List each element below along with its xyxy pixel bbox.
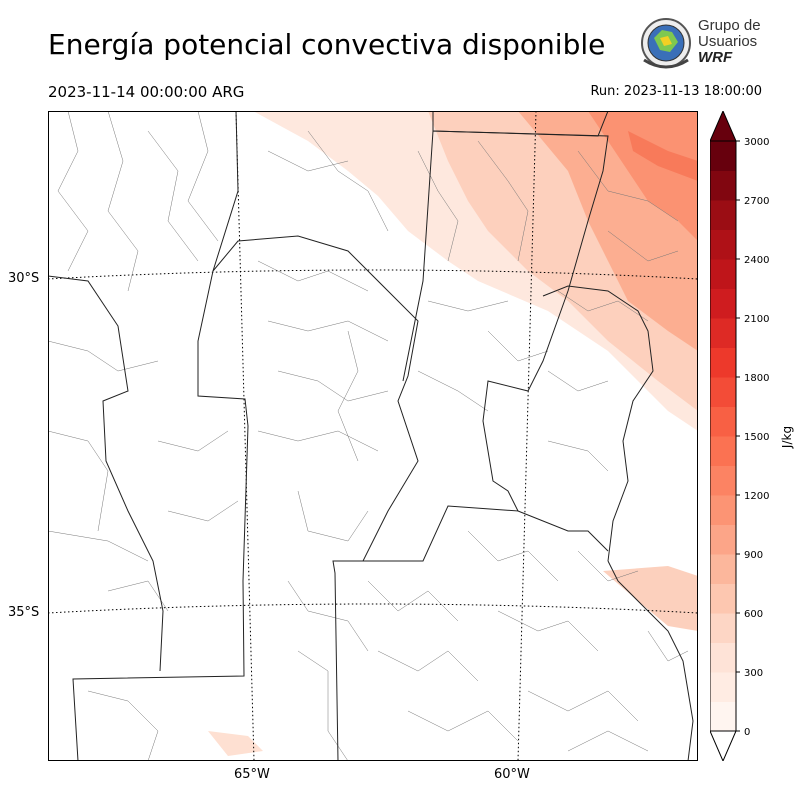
colorbar-tick-label: 1500 xyxy=(744,432,769,443)
colorbar-extend-max xyxy=(710,111,737,142)
logo-emblem-icon xyxy=(641,18,691,69)
colorbar-tick-label: 3000 xyxy=(744,137,769,148)
province-border xyxy=(48,275,164,672)
wrf-users-logo: Grupo de Usuarios WRF xyxy=(638,16,768,76)
colorbar-tick-label: 1800 xyxy=(744,373,769,384)
parallel-30s xyxy=(48,269,698,280)
logo-text: Grupo de Usuarios WRF xyxy=(698,18,761,66)
colorbar: 0 300 600 900 1200 1500 1800 2100 2400 2700 3000 xyxy=(710,111,769,761)
colorbar-segment xyxy=(710,672,736,702)
parallel-35s xyxy=(48,603,698,614)
map-frame xyxy=(48,111,698,761)
logo-line-3: WRF xyxy=(698,49,733,66)
colorbar-segment xyxy=(710,554,736,584)
colorbar-segment xyxy=(710,259,736,289)
lat-label-35s: 35°S xyxy=(8,605,40,620)
colorbar-segment xyxy=(710,465,736,496)
colorbar-segment xyxy=(710,701,736,732)
cape-level-secondary xyxy=(603,566,698,631)
colorbar-tick-label: 2100 xyxy=(744,314,769,325)
colorbar-segment xyxy=(710,200,736,230)
colorbar-segment xyxy=(710,642,736,673)
colorbar-segment xyxy=(710,524,736,555)
department-boundaries xyxy=(48,111,689,761)
province-border xyxy=(542,285,654,562)
colorbar-tick-label: 300 xyxy=(744,668,763,679)
colorbar-segment xyxy=(710,141,736,171)
coastline xyxy=(607,560,694,761)
logo-line-2: Usuarios xyxy=(698,33,758,50)
graticule xyxy=(48,111,698,761)
meridian-65w xyxy=(235,111,255,761)
colorbar-segment xyxy=(710,347,736,378)
colorbar-segment xyxy=(710,613,736,643)
colorbar-segment xyxy=(710,170,736,201)
colorbar-segment xyxy=(710,377,736,407)
cape-level-south xyxy=(208,731,263,756)
colorbar-tick-label: 600 xyxy=(744,609,763,620)
colorbar-segment xyxy=(710,436,736,466)
valid-time: 2023-11-14 00:00:00 ARG xyxy=(48,83,245,101)
lon-label-60w: 60°W xyxy=(494,767,530,782)
lon-label-65w: 65°W xyxy=(234,767,270,782)
colorbar-tick-label: 0 xyxy=(744,727,750,738)
colorbar-unit-label: J/kg xyxy=(780,425,795,449)
colorbar-tick-label: 2400 xyxy=(744,255,769,266)
colorbar-segment xyxy=(710,495,736,525)
colorbar-segment xyxy=(710,229,736,260)
colorbar-segment xyxy=(710,288,736,319)
lat-label-30s: 30°S xyxy=(8,271,40,286)
cape-map xyxy=(48,111,698,761)
map-title: Energía potencial convectiva disponible xyxy=(48,28,606,61)
meridian-60w xyxy=(517,111,537,761)
province-border xyxy=(517,510,609,552)
colorbar-tick-label: 900 xyxy=(744,550,763,561)
province-boundaries xyxy=(48,111,694,761)
colorbar-extend-min xyxy=(710,730,737,761)
colorbar-tick-label: 1200 xyxy=(744,491,769,502)
province-border xyxy=(72,111,249,761)
colorbar-segment xyxy=(710,318,736,348)
run-time: Run: 2023-11-13 18:00:00 xyxy=(590,84,762,99)
logo-line-1: Grupo de xyxy=(698,17,761,34)
colorbar-segment xyxy=(710,406,736,437)
colorbar-tick-label: 2700 xyxy=(744,196,769,207)
cape-level-4 xyxy=(588,111,698,241)
colorbar-segment xyxy=(710,583,736,614)
province-border xyxy=(212,235,419,761)
province-border xyxy=(432,111,609,137)
cape-level-5 xyxy=(628,131,698,181)
